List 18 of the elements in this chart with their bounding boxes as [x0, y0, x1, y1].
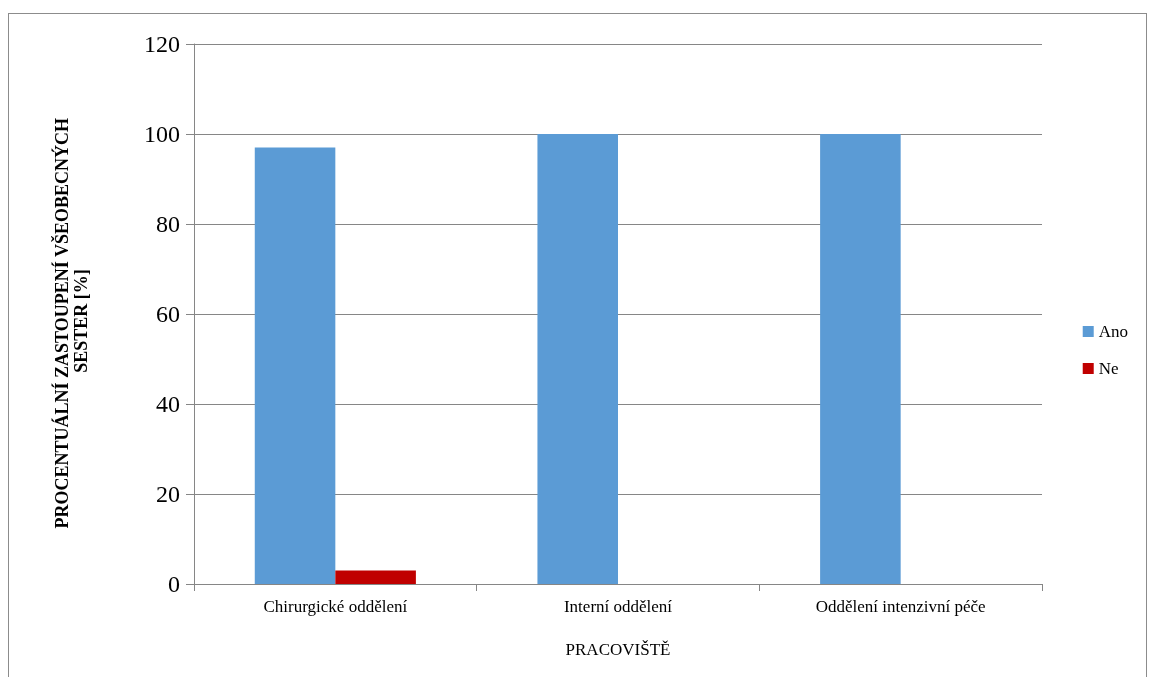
- bar: [254, 147, 336, 584]
- bar: [537, 134, 618, 584]
- x-tick-label: Chirurgické oddělení: [263, 597, 408, 616]
- y-tick-label: 20: [156, 481, 180, 507]
- y-axis-title: PROCENTUÁLNÍ ZASTOUPENÍ VŠEOBECNÝCH SESTER [%]: [50, 113, 91, 529]
- legend-label: Ne: [1098, 359, 1119, 378]
- bar: [820, 134, 901, 584]
- y-tick-label: 60: [156, 301, 180, 327]
- y-tick-label: 40: [156, 391, 180, 417]
- x-tick-label: Interní oddělení: [563, 597, 673, 616]
- y-tick-label: 120: [144, 31, 180, 57]
- x-axis-title: PRACOVIŠTĚ: [565, 640, 671, 659]
- y-tick-label: 0: [168, 571, 180, 597]
- y-tick-label: 80: [156, 211, 180, 237]
- bar: [335, 570, 416, 584]
- y-tick-label: 100: [144, 121, 180, 147]
- x-tick-label: Oddělení intenzivní péče: [815, 597, 986, 616]
- legend-label: Ano: [1098, 322, 1128, 341]
